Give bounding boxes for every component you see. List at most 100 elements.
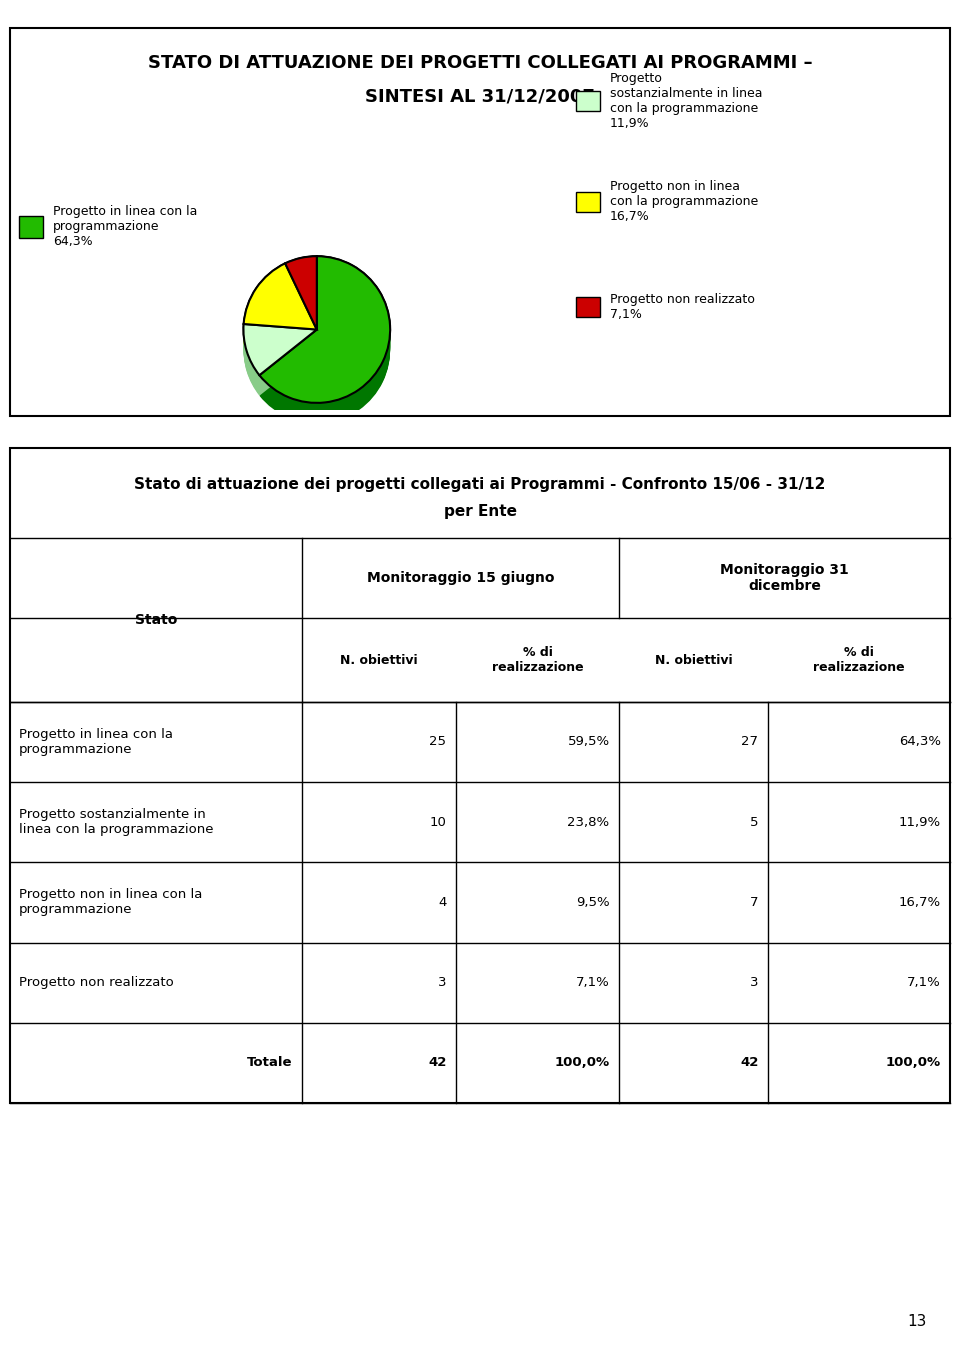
- Wedge shape: [285, 269, 317, 342]
- Text: 3: 3: [750, 976, 758, 989]
- Wedge shape: [259, 261, 390, 408]
- Wedge shape: [285, 265, 317, 338]
- Text: 5: 5: [750, 815, 758, 829]
- Wedge shape: [259, 266, 390, 413]
- Wedge shape: [244, 276, 317, 342]
- Text: Progetto non realizzato
7,1%: Progetto non realizzato 7,1%: [610, 293, 755, 320]
- Wedge shape: [285, 261, 317, 334]
- Text: 4: 4: [438, 896, 446, 909]
- Wedge shape: [259, 256, 390, 404]
- Bar: [576, 90, 600, 110]
- Wedge shape: [259, 276, 390, 422]
- Wedge shape: [285, 268, 317, 340]
- Text: 25: 25: [429, 736, 446, 748]
- Wedge shape: [285, 277, 317, 350]
- Text: 3: 3: [438, 976, 446, 989]
- Wedge shape: [259, 260, 390, 406]
- Wedge shape: [244, 340, 317, 391]
- Wedge shape: [244, 277, 317, 344]
- Wedge shape: [244, 268, 317, 334]
- Wedge shape: [244, 343, 317, 394]
- Wedge shape: [259, 269, 390, 416]
- Text: 64,3%: 64,3%: [899, 736, 941, 748]
- Text: 10: 10: [429, 815, 446, 829]
- Text: Progetto non in linea con la
programmazione: Progetto non in linea con la programmazi…: [19, 889, 203, 916]
- Wedge shape: [285, 273, 317, 346]
- Wedge shape: [244, 281, 317, 347]
- Text: Progetto non realizzato: Progetto non realizzato: [19, 976, 174, 989]
- Wedge shape: [285, 273, 317, 347]
- Wedge shape: [244, 273, 317, 340]
- Wedge shape: [259, 257, 390, 404]
- Wedge shape: [285, 256, 317, 330]
- Wedge shape: [244, 331, 317, 382]
- Wedge shape: [259, 262, 390, 409]
- Wedge shape: [244, 344, 317, 395]
- Text: 42: 42: [740, 1056, 758, 1069]
- Text: Stato: Stato: [134, 613, 178, 627]
- Text: Progetto non in linea
con la programmazione
16,7%: Progetto non in linea con la programmazi…: [610, 180, 757, 223]
- Wedge shape: [285, 256, 317, 330]
- Wedge shape: [285, 265, 317, 339]
- Wedge shape: [244, 270, 317, 336]
- Wedge shape: [244, 273, 317, 339]
- Text: 16,7%: 16,7%: [899, 896, 941, 909]
- Wedge shape: [244, 328, 317, 379]
- Text: % di
realizzazione: % di realizzazione: [813, 646, 905, 674]
- Wedge shape: [285, 269, 317, 343]
- Wedge shape: [285, 258, 317, 332]
- Text: Progetto in linea con la
programmazione
64,3%: Progetto in linea con la programmazione …: [53, 206, 197, 249]
- Wedge shape: [244, 264, 317, 330]
- Wedge shape: [244, 278, 317, 344]
- Wedge shape: [244, 324, 317, 375]
- Text: 59,5%: 59,5%: [567, 736, 610, 748]
- Wedge shape: [259, 268, 390, 414]
- Text: 100,0%: 100,0%: [886, 1056, 941, 1069]
- Text: 11,9%: 11,9%: [899, 815, 941, 829]
- Wedge shape: [259, 273, 390, 421]
- Wedge shape: [244, 265, 317, 332]
- Wedge shape: [244, 265, 317, 331]
- Wedge shape: [285, 264, 317, 336]
- Wedge shape: [259, 270, 390, 417]
- Text: 100,0%: 100,0%: [555, 1056, 610, 1069]
- Wedge shape: [259, 274, 390, 421]
- Wedge shape: [285, 260, 317, 332]
- Wedge shape: [244, 330, 317, 382]
- Wedge shape: [244, 264, 317, 330]
- Wedge shape: [244, 325, 317, 377]
- Wedge shape: [285, 270, 317, 344]
- Bar: [576, 191, 600, 211]
- Text: 7,1%: 7,1%: [907, 976, 941, 989]
- Text: 42: 42: [428, 1056, 446, 1069]
- Wedge shape: [244, 343, 317, 394]
- Wedge shape: [285, 257, 317, 331]
- Wedge shape: [259, 265, 390, 412]
- Wedge shape: [244, 325, 317, 377]
- Wedge shape: [285, 276, 317, 350]
- Wedge shape: [285, 272, 317, 344]
- Wedge shape: [244, 338, 317, 389]
- Wedge shape: [244, 280, 317, 346]
- Bar: [576, 297, 600, 316]
- Text: Progetto
sostanzialmente in linea
con la programmazione
11,9%: Progetto sostanzialmente in linea con la…: [610, 71, 762, 130]
- Wedge shape: [259, 277, 390, 424]
- Text: 27: 27: [741, 736, 758, 748]
- Wedge shape: [259, 261, 390, 408]
- Wedge shape: [244, 335, 317, 386]
- Wedge shape: [244, 327, 317, 378]
- Wedge shape: [244, 334, 317, 385]
- Text: 7,1%: 7,1%: [576, 976, 610, 989]
- Wedge shape: [244, 274, 317, 340]
- Wedge shape: [259, 269, 390, 416]
- Wedge shape: [244, 269, 317, 336]
- Text: 7: 7: [750, 896, 758, 909]
- Wedge shape: [244, 335, 317, 386]
- Wedge shape: [285, 262, 317, 336]
- Wedge shape: [285, 261, 317, 335]
- Wedge shape: [244, 282, 317, 348]
- Wedge shape: [244, 284, 317, 350]
- Text: STATO DI ATTUAZIONE DEI PROGETTI COLLEGATI AI PROGRAMMI –: STATO DI ATTUAZIONE DEI PROGETTI COLLEGA…: [148, 54, 812, 71]
- Wedge shape: [244, 324, 317, 375]
- Text: Totale: Totale: [248, 1056, 293, 1069]
